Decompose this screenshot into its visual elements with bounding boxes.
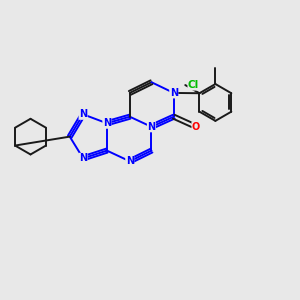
Text: N: N bbox=[79, 109, 87, 119]
Text: O: O bbox=[192, 122, 200, 132]
Text: N: N bbox=[170, 88, 178, 98]
Text: N: N bbox=[126, 156, 134, 166]
Text: N: N bbox=[79, 153, 87, 163]
Text: N: N bbox=[103, 118, 111, 128]
Text: N: N bbox=[147, 122, 155, 132]
Text: Cl: Cl bbox=[188, 80, 199, 90]
